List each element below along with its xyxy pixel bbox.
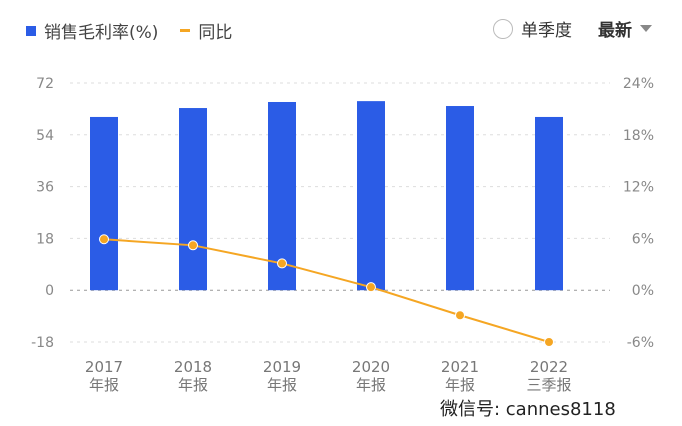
right-tick-label: 24% (623, 76, 654, 92)
x-tick-label: 2019 (263, 358, 301, 376)
right-tick-label: 18% (623, 128, 654, 144)
x-tick-sublabel: 年报 (356, 376, 386, 394)
line-point (99, 234, 109, 245)
left-tick-label: -18 (31, 335, 54, 351)
right-tick-label: 0% (632, 283, 654, 299)
single-quarter-label[interactable]: 单季度 (521, 21, 572, 41)
line-point (544, 337, 554, 347)
line-series (103, 238, 550, 343)
line-point (366, 282, 376, 293)
x-tick-label: 2017 (85, 358, 123, 376)
left-tick-label: 72 (36, 76, 54, 92)
x-tick-label: 2022 (530, 358, 568, 376)
legend-line-swatch (180, 29, 191, 32)
latest-dropdown[interactable]: 最新 (598, 21, 632, 41)
x-tick-sublabel: 三季报 (526, 376, 571, 394)
legend-bar-swatch (26, 25, 36, 36)
legend-line-label[interactable]: 同比 (198, 23, 233, 43)
watermark: 微信号: cannes8118 (440, 399, 616, 420)
right-tick-label: 12% (623, 180, 654, 196)
line-point (277, 258, 287, 269)
x-tick-sublabel: 年报 (89, 376, 119, 394)
single-quarter-radio[interactable] (493, 18, 513, 39)
x-tick-label: 2021 (441, 358, 479, 376)
x-tick-sublabel: 年报 (445, 376, 475, 394)
caret-down-icon[interactable] (640, 25, 652, 32)
x-tick-sublabel: 年报 (178, 376, 208, 394)
bar (357, 101, 385, 291)
left-tick-label: 54 (36, 128, 54, 144)
bar (90, 116, 118, 291)
left-tick-label: 0 (45, 283, 54, 299)
x-tick-sublabel: 年报 (267, 376, 297, 394)
right-tick-label: -6% (627, 335, 654, 351)
bar (446, 106, 474, 291)
line-point (188, 240, 198, 251)
x-tick-label: 2020 (352, 358, 390, 376)
left-tick-label: 18 (36, 231, 54, 247)
left-tick-label: 36 (36, 180, 54, 196)
legend-bar-label[interactable]: 销售毛利率(%) (44, 23, 159, 43)
bar (179, 108, 207, 291)
bar (535, 116, 563, 291)
legend: 销售毛利率(%) 同比 (26, 18, 232, 43)
line-point (455, 310, 465, 321)
x-tick-label: 2018 (174, 358, 212, 376)
right-tick-label: 6% (632, 231, 654, 247)
